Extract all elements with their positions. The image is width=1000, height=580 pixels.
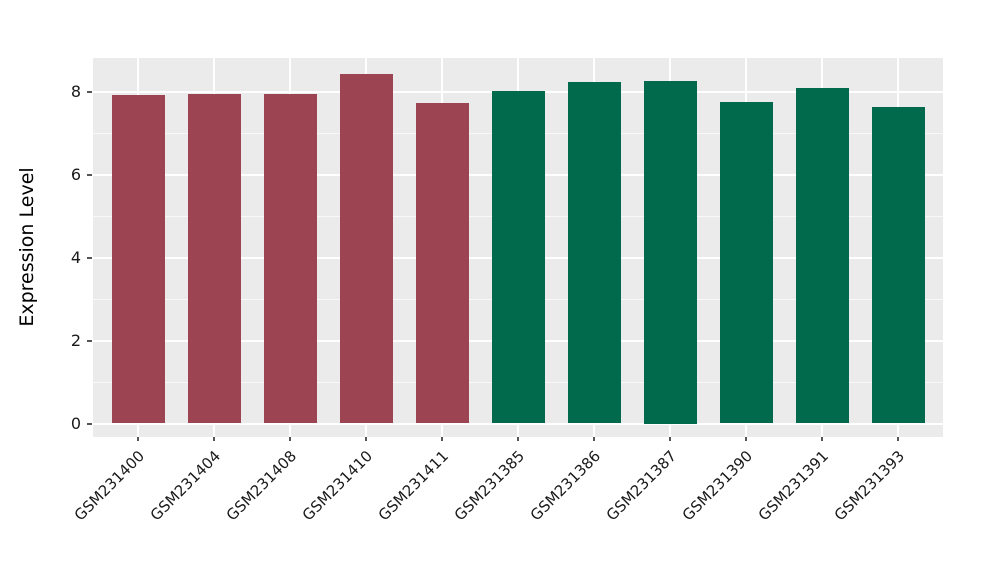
x-tick-mark: [213, 437, 215, 441]
y-tick-label: 8: [70, 81, 81, 101]
x-tick-label-GSM231410: GSM231410: [298, 447, 376, 525]
x-tick-mark: [517, 437, 519, 441]
bar-GSM231387: [643, 81, 697, 424]
x-tick-label-GSM231385: GSM231385: [450, 447, 528, 525]
y-tick-label: 2: [70, 330, 81, 350]
bar-GSM231386: [567, 81, 621, 424]
y-tick-mark: [87, 90, 92, 93]
x-tick-mark: [365, 437, 367, 441]
x-tick-label-GSM231391: GSM231391: [754, 447, 832, 525]
bar-GSM231408: [263, 93, 317, 424]
x-tick-mark: [897, 437, 899, 441]
x-tick-label-GSM231390: GSM231390: [678, 447, 756, 525]
bar-GSM231410: [339, 74, 393, 424]
bar-GSM231385: [491, 91, 545, 424]
bar-GSM231390: [719, 102, 773, 424]
x-tick-mark: [441, 437, 443, 441]
y-tick-mark: [87, 173, 92, 176]
x-tick-mark: [821, 437, 823, 441]
x-tick-label-GSM231411: GSM231411: [374, 447, 452, 525]
bar-GSM231393: [871, 107, 925, 424]
x-tick-mark: [745, 437, 747, 441]
x-tick-mark: [137, 437, 139, 441]
x-tick-mark: [669, 437, 671, 441]
y-tick-mark: [87, 256, 92, 259]
x-tick-label-GSM231393: GSM231393: [830, 447, 908, 525]
x-tick-label-GSM231400: GSM231400: [70, 447, 148, 525]
bar-GSM231404: [187, 93, 241, 424]
y-tick-label: 4: [70, 247, 81, 267]
x-tick-mark: [593, 437, 595, 441]
y-axis-title: Expression Level: [16, 167, 38, 327]
bar-GSM231400: [111, 95, 165, 424]
y-tick-label: 0: [70, 413, 81, 433]
x-tick-label-GSM231408: GSM231408: [222, 447, 300, 525]
bar-GSM231391: [795, 88, 849, 424]
x-tick-label-GSM231387: GSM231387: [602, 447, 680, 525]
y-tick-mark: [87, 339, 92, 342]
y-tick-mark: [87, 422, 92, 425]
x-tick-label-GSM231404: GSM231404: [146, 447, 224, 525]
plot-panel: [93, 58, 943, 437]
x-tick-mark: [289, 437, 291, 441]
y-tick-label: 6: [70, 164, 81, 184]
bar-GSM231411: [415, 103, 469, 424]
x-tick-label-GSM231386: GSM231386: [526, 447, 604, 525]
